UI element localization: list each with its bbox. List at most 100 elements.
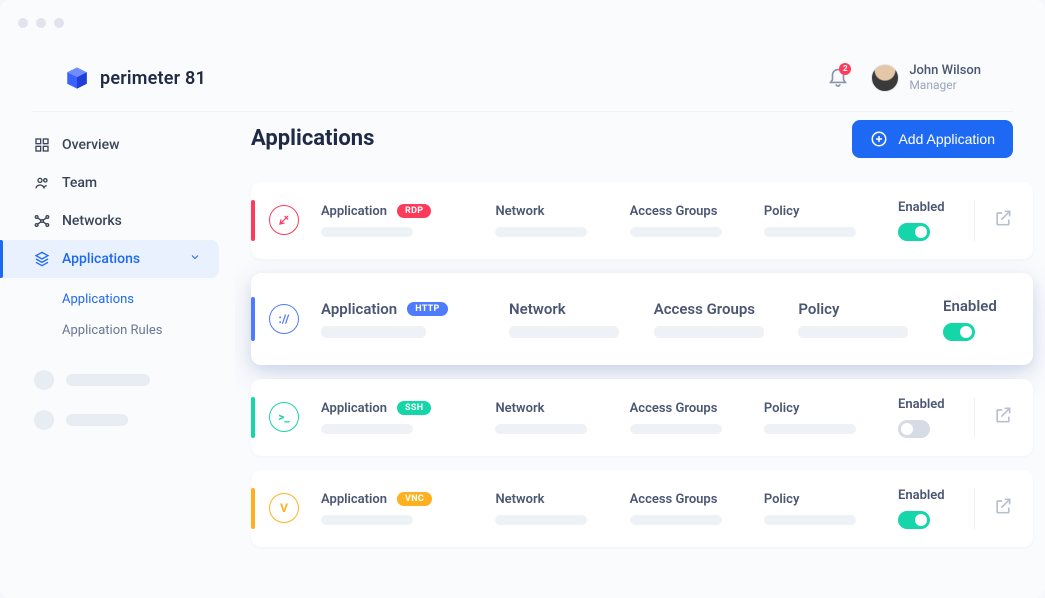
launch-column [974, 397, 1013, 438]
notification-badge: 2 [839, 63, 851, 75]
chevron-down-icon [189, 251, 201, 267]
column-access-groups: Access Groups [630, 204, 764, 237]
sidebar-item-label: Team [62, 175, 97, 191]
user-name: John Wilson [909, 64, 981, 79]
column-application: ApplicationSSH [321, 401, 495, 434]
content-header: Applications Add Application [251, 120, 1033, 158]
column-access-groups: Access Groups [630, 492, 764, 525]
skeleton-bar [321, 326, 426, 338]
protocol-icon: :// [269, 304, 299, 334]
placeholder-bar [66, 374, 150, 386]
add-application-label: Add Application [898, 131, 995, 147]
traffic-light-close[interactable] [18, 18, 28, 28]
column-header: Enabled [943, 297, 1013, 315]
column-enabled: Enabled [898, 488, 968, 529]
column-header: Policy [764, 401, 898, 416]
enabled-toggle[interactable] [943, 323, 975, 341]
add-application-button[interactable]: Add Application [852, 120, 1013, 158]
skeleton-bar [798, 326, 908, 338]
launch-column [974, 200, 1013, 241]
sidebar-item-label: Networks [62, 213, 122, 229]
skeleton-bar [509, 326, 619, 338]
enabled-toggle[interactable] [898, 511, 930, 529]
column-header: Access Groups [654, 300, 799, 318]
column-header: Access Groups [630, 492, 764, 507]
brand-logo[interactable]: perimeter 81 [64, 65, 206, 91]
skeleton-bar [630, 515, 722, 525]
notifications-button[interactable]: 2 [827, 65, 849, 91]
skeleton-bar [630, 424, 722, 434]
placeholder-icon [34, 410, 54, 430]
column-policy: Policy [798, 300, 943, 338]
skeleton-bar [654, 326, 764, 338]
app-header: perimeter 81 2 John Wilson Manager [32, 46, 1013, 112]
enabled-toggle[interactable] [898, 223, 930, 241]
submenu-item-applications[interactable]: Applications [62, 284, 235, 315]
column-access-groups: Access Groups [630, 401, 764, 434]
header-right: 2 John Wilson Manager [827, 64, 981, 93]
column-application: ApplicationVNC [321, 492, 495, 525]
enabled-toggle[interactable] [898, 420, 930, 438]
open-external-icon[interactable] [993, 496, 1013, 520]
column-header: Enabled [898, 488, 968, 503]
sidebar-item-label: Overview [62, 137, 119, 153]
column-header: Policy [798, 300, 943, 318]
column-enabled: Enabled [898, 200, 968, 241]
placeholder-icon [34, 370, 54, 390]
column-header: Network [495, 204, 629, 219]
networks-icon [34, 213, 50, 229]
protocol-icon: V [269, 493, 299, 523]
application-card[interactable]: V ApplicationVNCNetworkAccess GroupsPolic… [251, 470, 1033, 547]
column-header: Enabled [898, 200, 968, 215]
overview-icon [34, 137, 50, 153]
plus-circle-icon [870, 130, 888, 148]
column-header: Access Groups [630, 401, 764, 416]
traffic-light-minimize[interactable] [36, 18, 46, 28]
open-external-icon[interactable] [993, 208, 1013, 232]
user-menu[interactable]: John Wilson Manager [871, 64, 981, 93]
application-card[interactable]: ApplicationRDPNetworkAccess GroupsPolicy… [251, 182, 1033, 259]
protocol-badge: SSH [397, 401, 431, 415]
placeholder-bar [66, 414, 128, 426]
sidebar-placeholder [0, 400, 235, 440]
column-application: ApplicationHTTP [321, 300, 509, 338]
submenu-item-application-rules[interactable]: Application Rules [62, 315, 235, 346]
avatar [871, 64, 899, 92]
column-header: Policy [764, 492, 898, 507]
application-card[interactable]: :// ApplicationHTTPNetworkAccess GroupsPo… [251, 273, 1033, 365]
traffic-light-zoom[interactable] [54, 18, 64, 28]
card-stripe [251, 488, 255, 529]
sidebar-item-team[interactable]: Team [0, 164, 235, 202]
column-header: Application [321, 204, 387, 219]
sidebar-item-applications[interactable]: Applications [0, 240, 219, 278]
application-card[interactable]: >_ ApplicationSSHNetworkAccess GroupsPoli… [251, 379, 1033, 456]
protocol-badge: RDP [397, 204, 431, 218]
page-title: Applications [251, 126, 374, 151]
column-network: Network [495, 492, 629, 525]
sidebar-item-label: Applications [62, 251, 140, 267]
app-window: perimeter 81 2 John Wilson Manager [0, 0, 1045, 598]
applications-icon [34, 251, 50, 267]
skeleton-bar [764, 424, 856, 434]
skeleton-bar [495, 515, 587, 525]
protocol-badge: HTTP [407, 302, 447, 316]
app-body: Overview Team Networks Applications [0, 112, 1045, 594]
skeleton-bar [764, 515, 856, 525]
column-policy: Policy [764, 492, 898, 525]
column-header: Network [509, 300, 654, 318]
skeleton-bar [630, 227, 722, 237]
skeleton-bar [321, 227, 413, 237]
column-network: Network [495, 401, 629, 434]
user-meta: John Wilson Manager [909, 64, 981, 93]
sidebar-item-networks[interactable]: Networks [0, 202, 235, 240]
sidebar-item-overview[interactable]: Overview [0, 126, 235, 164]
brand-logo-icon [64, 65, 90, 91]
column-header: Network [495, 401, 629, 416]
column-application: Application RDP [321, 204, 495, 237]
column-enabled: Enabled [943, 297, 1013, 341]
protocol-icon [269, 205, 299, 235]
sidebar: Overview Team Networks Applications [0, 112, 235, 594]
window-titlebar [0, 0, 1045, 46]
protocol-icon: >_ [269, 402, 299, 432]
open-external-icon[interactable] [993, 405, 1013, 429]
